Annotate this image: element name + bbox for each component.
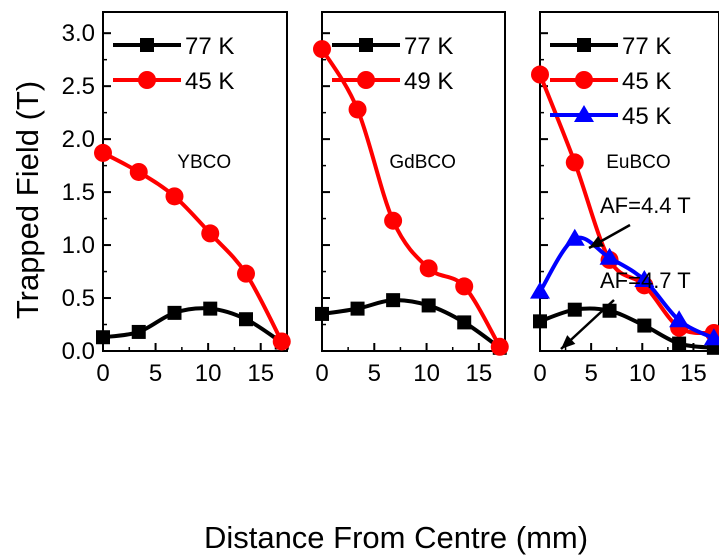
data-point [238,312,253,327]
data-point [203,301,218,316]
legend-marker [577,38,591,52]
legend-marker [359,38,373,52]
x-tick-label: 10 [195,360,222,387]
data-point [672,336,687,351]
plot-frame [321,11,506,352]
data-point [530,281,550,299]
series-line [320,298,502,350]
legend-label: 49 K [404,68,453,95]
x-tick-label: 5 [368,360,381,387]
legend-label: 77 K [185,33,234,60]
data-point [386,293,401,308]
legend-marker [575,71,593,89]
x-tick-label: 0 [315,360,328,387]
legend-label: 45 K [622,103,671,130]
series-square-000000 [533,302,719,355]
legend-marker [140,38,154,52]
legend-label: 77 K [622,33,671,60]
legend-marker [357,71,375,89]
legend-label: 45 K [185,68,234,95]
panel-label: YBCO [177,152,231,173]
x-tick-label: 15 [247,360,274,387]
data-point [669,310,690,328]
annotation-label: AF=4.7 T [600,268,691,293]
data-point [531,65,549,84]
x-tick-label: 10 [629,360,656,387]
series-line [101,306,284,345]
plot-frame [539,11,719,352]
data-point [94,143,112,162]
y-axis-title: Trapped Field (T) [10,81,45,319]
data-point [567,302,582,317]
panel-label: GdBCO [389,152,456,173]
data-point [129,162,148,181]
legend-label: 45 K [622,68,671,95]
data-point [236,264,255,283]
plot-frame [102,11,288,352]
data-point [131,324,146,339]
arrow-head [589,235,605,248]
arrow-head [561,335,576,349]
panel-eubco: 0 5 10 15 EuBCO 77 K 45 K 45 K AF=4.4 T AF=4.7 T [530,11,719,387]
series-circle-ff0000 [313,40,509,356]
y-tick-label: 2.0 [62,126,95,153]
data-point [313,40,331,59]
legend-label: 77 K [404,33,453,60]
y-tick-label: 0.5 [62,285,95,312]
data-point [421,298,436,313]
data-point [599,247,620,265]
data-point [457,315,472,330]
y-tick-label: 3.0 [62,20,95,47]
panel-label: EuBCO [606,152,670,173]
data-point [533,314,547,329]
data-point [315,306,329,321]
data-point [384,211,403,230]
series-square-000000 [315,293,507,355]
panel-gdbco: 0 5 10 15 GdBCO 77 K 49 K [313,11,509,387]
data-point [455,277,474,296]
data-point [350,301,365,316]
data-point [634,270,655,288]
annotation-label: AF=4.4 T [600,193,691,218]
legend-marker [574,105,594,122]
data-point [637,318,652,333]
data-point [167,305,182,320]
series-triangle-0000ff [530,228,719,346]
data-point [201,224,220,243]
x-tick-label: 0 [96,360,109,387]
panel-ybco: 0 5 10 15 0.0 0.5 1.0 1.5 2.0 2.5 3.0 YBCO 77 K 45 K [62,11,291,387]
data-point [348,100,367,119]
x-axis-title: Distance From Centre (mm) [204,520,588,555]
series-square-000000 [96,301,289,350]
x-tick-label: 0 [533,360,546,387]
x-tick-label: 15 [466,360,493,387]
data-point [165,187,184,206]
x-tick-label: 10 [413,360,440,387]
data-point [703,328,719,346]
data-point [490,337,509,356]
x-tick-label: 5 [149,360,162,387]
series-circle-ff0000 [94,143,291,351]
y-tick-label: 0.0 [62,338,95,365]
data-point [419,259,438,278]
y-tick-label: 1.5 [62,179,95,206]
data-point [272,332,291,351]
x-tick-label: 5 [584,360,597,387]
x-tick-label: 15 [680,360,707,387]
data-point [602,303,617,318]
data-point [564,228,585,246]
y-tick-label: 2.5 [62,73,95,100]
legend-marker [138,71,156,89]
series-line [101,150,284,344]
data-point [565,153,584,172]
y-tick-label: 1.0 [62,232,95,259]
data-point [96,330,110,345]
